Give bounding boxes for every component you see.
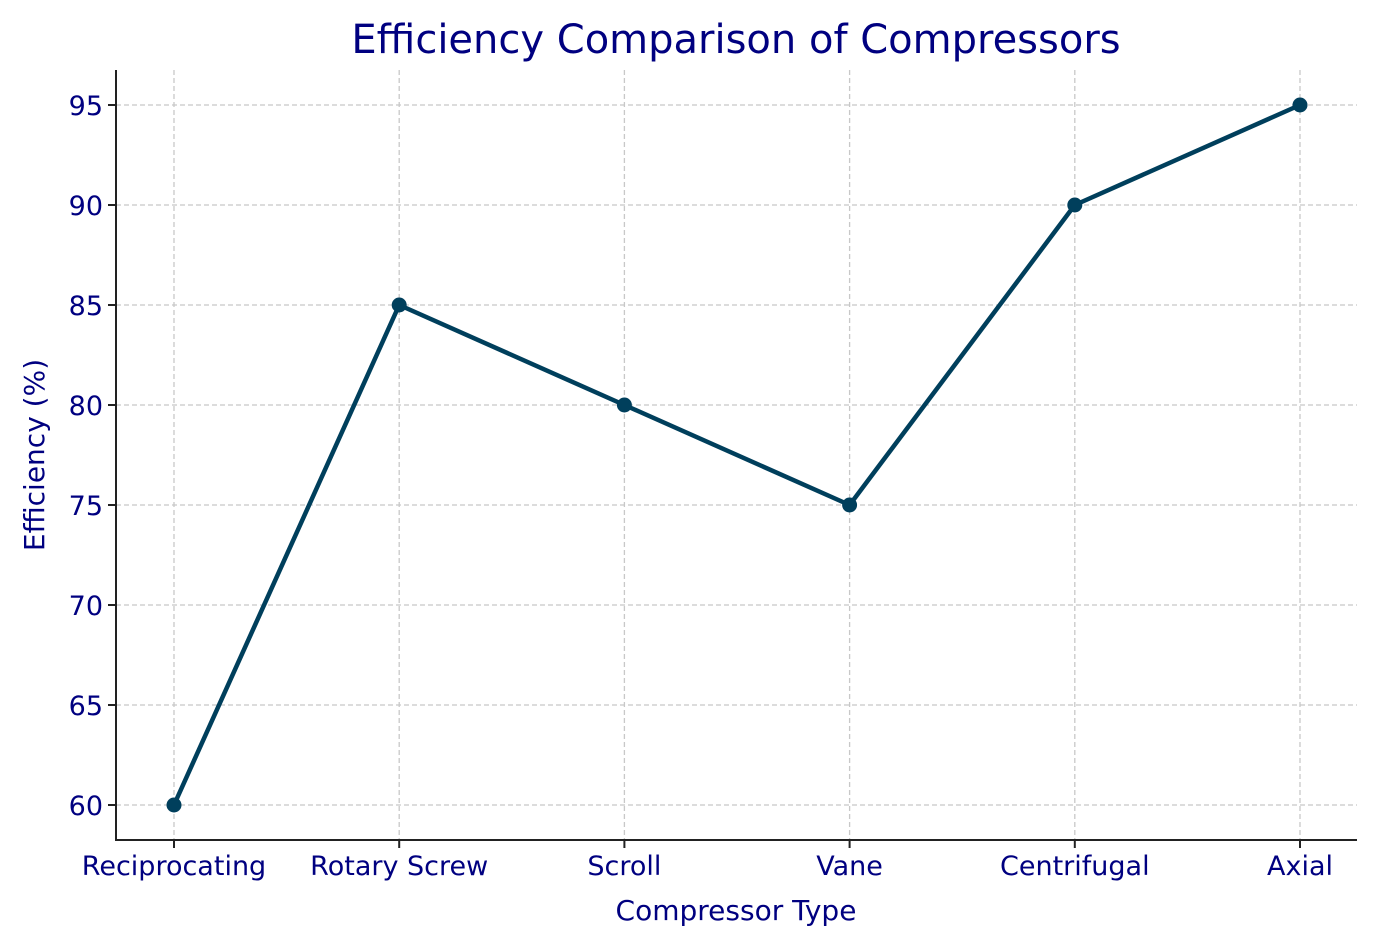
series-group [166,97,1308,813]
series-line [171,102,1303,808]
data-point [842,497,858,513]
x-tick-label: Axial [1267,851,1333,882]
y-tick-label: 80 [69,391,103,422]
x-tick-label: Reciprocating [82,851,266,882]
x-tick-label: Vane [816,851,883,882]
x-tick-label: Centrifugal [1000,851,1150,882]
axes [115,70,1357,841]
y-tick-label: 95 [69,91,103,122]
y-tick-label: 75 [69,491,103,522]
y-tick-label: 65 [69,691,103,722]
grid-lines [116,70,1357,840]
data-point [166,797,182,813]
y-tick-label: 90 [69,191,103,222]
data-point [391,297,407,313]
x-axis-label: Compressor Type [616,894,857,927]
data-point [616,397,632,413]
y-tick-label: 60 [69,791,103,822]
x-tick-label: Rotary Screw [310,851,488,882]
y-tick-label: 85 [69,291,103,322]
data-point [1292,97,1308,113]
data-point [1067,197,1083,213]
x-axis-ticks: Reciprocating Rotary Screw Scroll Vane Centr… [82,840,1333,882]
y-axis-label: Efficiency (%) [18,359,51,551]
x-tick-label: Scroll [587,851,661,882]
y-tick-label: 70 [69,591,103,622]
y-axis-ticks: 60 65 70 75 80 85 90 95 [69,91,116,822]
chart-title: Efficiency Comparison of Compressors [351,17,1120,63]
axis-spines [115,70,1357,841]
